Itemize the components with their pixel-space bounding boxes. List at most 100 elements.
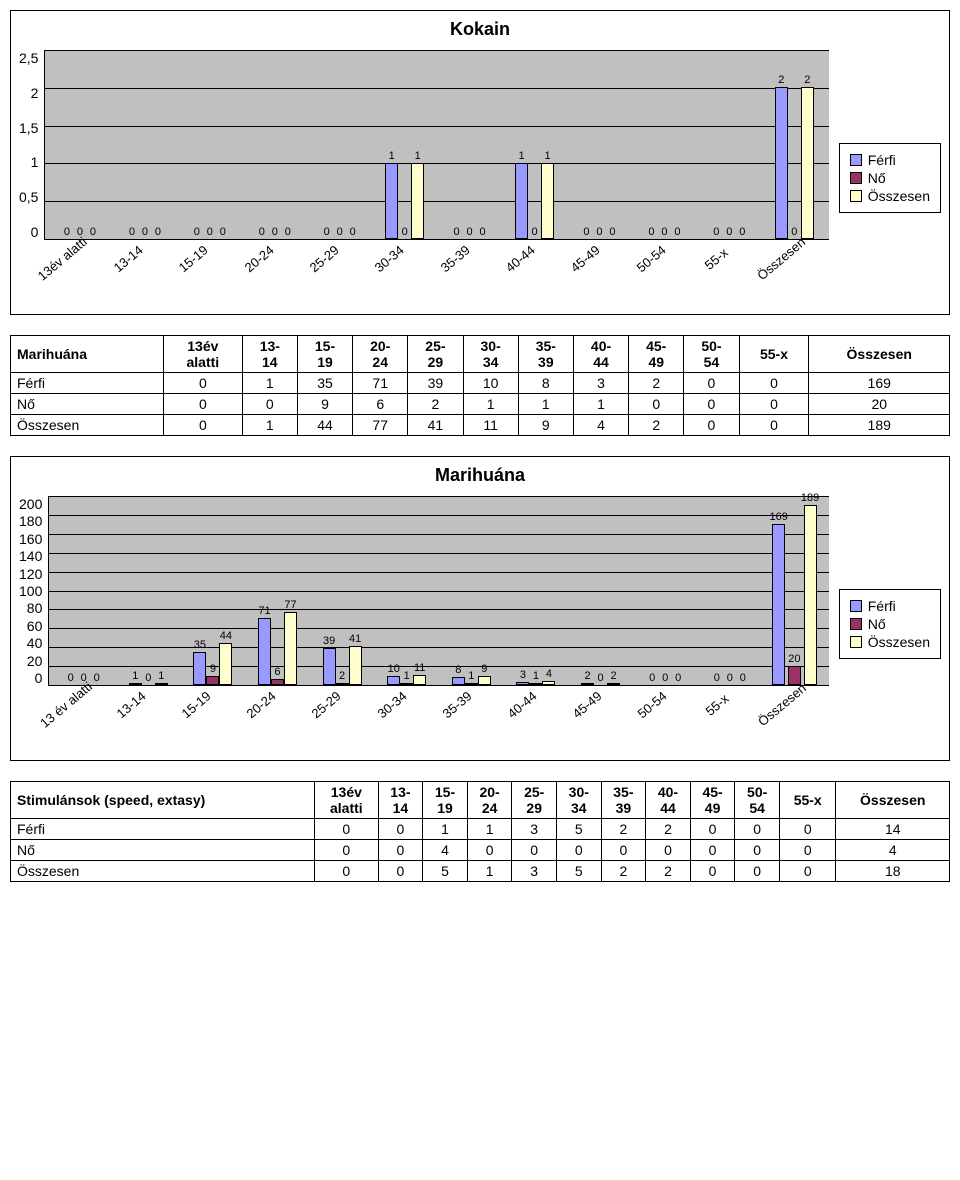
y-tick-label: 180 [19,513,42,529]
bar-wrap: 71 [258,606,271,685]
bar-value-label: 2 [584,671,590,682]
bar-wrap: 1 [541,151,554,239]
legend-label: Összesen [868,188,930,204]
bar-group: 71677 [245,600,310,685]
table-column-header: 20-24 [353,336,408,373]
table-cell: 1 [467,819,512,840]
row-label: Nő [11,840,315,861]
table-cell: 1 [463,394,518,415]
bar-wrap: 35 [193,640,206,685]
table-cell: 0 [779,840,835,861]
table-cell: 4 [423,840,468,861]
legend-item-no: Nő [850,170,930,186]
bar-value-label: 1 [544,151,550,162]
y-tick-label: 80 [19,600,42,616]
bar-value-label: 1 [132,671,138,682]
bar-osszesen [284,612,297,685]
table-cell: 5 [423,861,468,882]
bar-value-label: 0 [648,227,654,238]
table-cell: 0 [735,861,780,882]
bar-ferfi [129,683,142,685]
bar-value-label: 41 [349,634,361,645]
table-cell: 0 [646,840,691,861]
bar-value-label: 0 [129,227,135,238]
table-column-header: 30-34 [463,336,518,373]
legend-swatch-no [850,618,862,630]
bar-value-label: 9 [210,664,216,675]
table-row: Nő0096211100020 [11,394,950,415]
table-cell: 3 [512,819,557,840]
bar-value-label: 10 [388,664,400,675]
y-tick-label: 1 [19,154,38,170]
table-cell: 0 [735,840,780,861]
table-cell: 1 [423,819,468,840]
table-cell: 0 [512,840,557,861]
y-axis: 200180160140120100806040200 [19,496,48,686]
table-cell: 71 [353,373,408,394]
table-column-header: Összesen [809,336,950,373]
bar-value-label: 0 [350,227,356,238]
y-tick-label: 20 [19,653,42,669]
table-cell: 0 [378,819,423,840]
table-cell: 0 [690,819,735,840]
table-column-header: 30-34 [557,782,602,819]
table-row: Összesen0051352200018 [11,861,950,882]
table-cell: 2 [629,373,684,394]
bar-osszesen [804,505,817,685]
table-cell: 2 [629,415,684,436]
bar-value-label: 0 [64,227,70,238]
table-row: Összesen014477411194200189 [11,415,950,436]
legend-swatch-osszesen [850,636,862,648]
table-column-header: 50-54 [735,782,780,819]
bar-wrap: 0 [710,673,723,685]
legend-item-ferfi: Férfi [850,598,930,614]
table-cell: 44 [297,415,352,436]
y-tick-label: 60 [19,618,42,634]
bar-value-label: 44 [220,631,232,642]
bar-wrap: 1 [129,671,142,685]
y-tick-label: 2,5 [19,50,38,66]
bar-value-label: 0 [220,227,226,238]
bar-value-label: 8 [455,665,461,676]
bar-value-label: 1 [158,671,164,682]
table-column-header: 13-14 [242,336,297,373]
table-cell: 2 [601,819,646,840]
row-label: Összesen [11,415,164,436]
legend-label: Összesen [868,634,930,650]
legend-item-osszesen: Összesen [850,188,930,204]
table-cell: 0 [378,861,423,882]
x-axis-labels: 13 év alatti13-1415-1920-2425-2930-3435-… [48,692,828,752]
y-tick-label: 120 [19,566,42,582]
bar-value-label: 11 [414,663,425,674]
bar-ferfi [581,683,594,685]
bar-value-label: 169 [770,512,788,523]
bar-value-label: 0 [68,673,74,684]
table-cell: 0 [315,861,379,882]
y-tick-label: 40 [19,635,42,651]
table-cell: 0 [739,415,809,436]
bar-wrap: 1 [385,151,398,239]
bar-osszesen [411,163,424,239]
table-column-header: 40-44 [646,782,691,819]
table-cell: 0 [557,840,602,861]
legend-item-osszesen: Összesen [850,634,930,650]
table-cell: 1 [467,861,512,882]
table-cell: 0 [629,394,684,415]
legend-label: Nő [868,616,886,632]
stimulansok-table: Stimulánsok (speed, extasy)13évalatti13-… [10,781,950,882]
x-tick-label: Összesen [752,232,841,320]
legend-item-no: Nő [850,616,930,632]
table-cell: 9 [518,415,573,436]
bar-wrap: 0 [86,227,99,239]
bar-wrap: 1 [515,151,528,239]
legend-swatch-no [850,172,862,184]
bar-osszesen [541,163,554,239]
table-cell: 0 [735,819,780,840]
y-tick-label: 140 [19,548,42,564]
table-cell: 0 [739,373,809,394]
table-cell: 0 [163,394,242,415]
table-cell: 0 [739,394,809,415]
table-row: Férfi0011352200014 [11,819,950,840]
table-cell: 9 [297,394,352,415]
bar-wrap: 0 [645,227,658,239]
